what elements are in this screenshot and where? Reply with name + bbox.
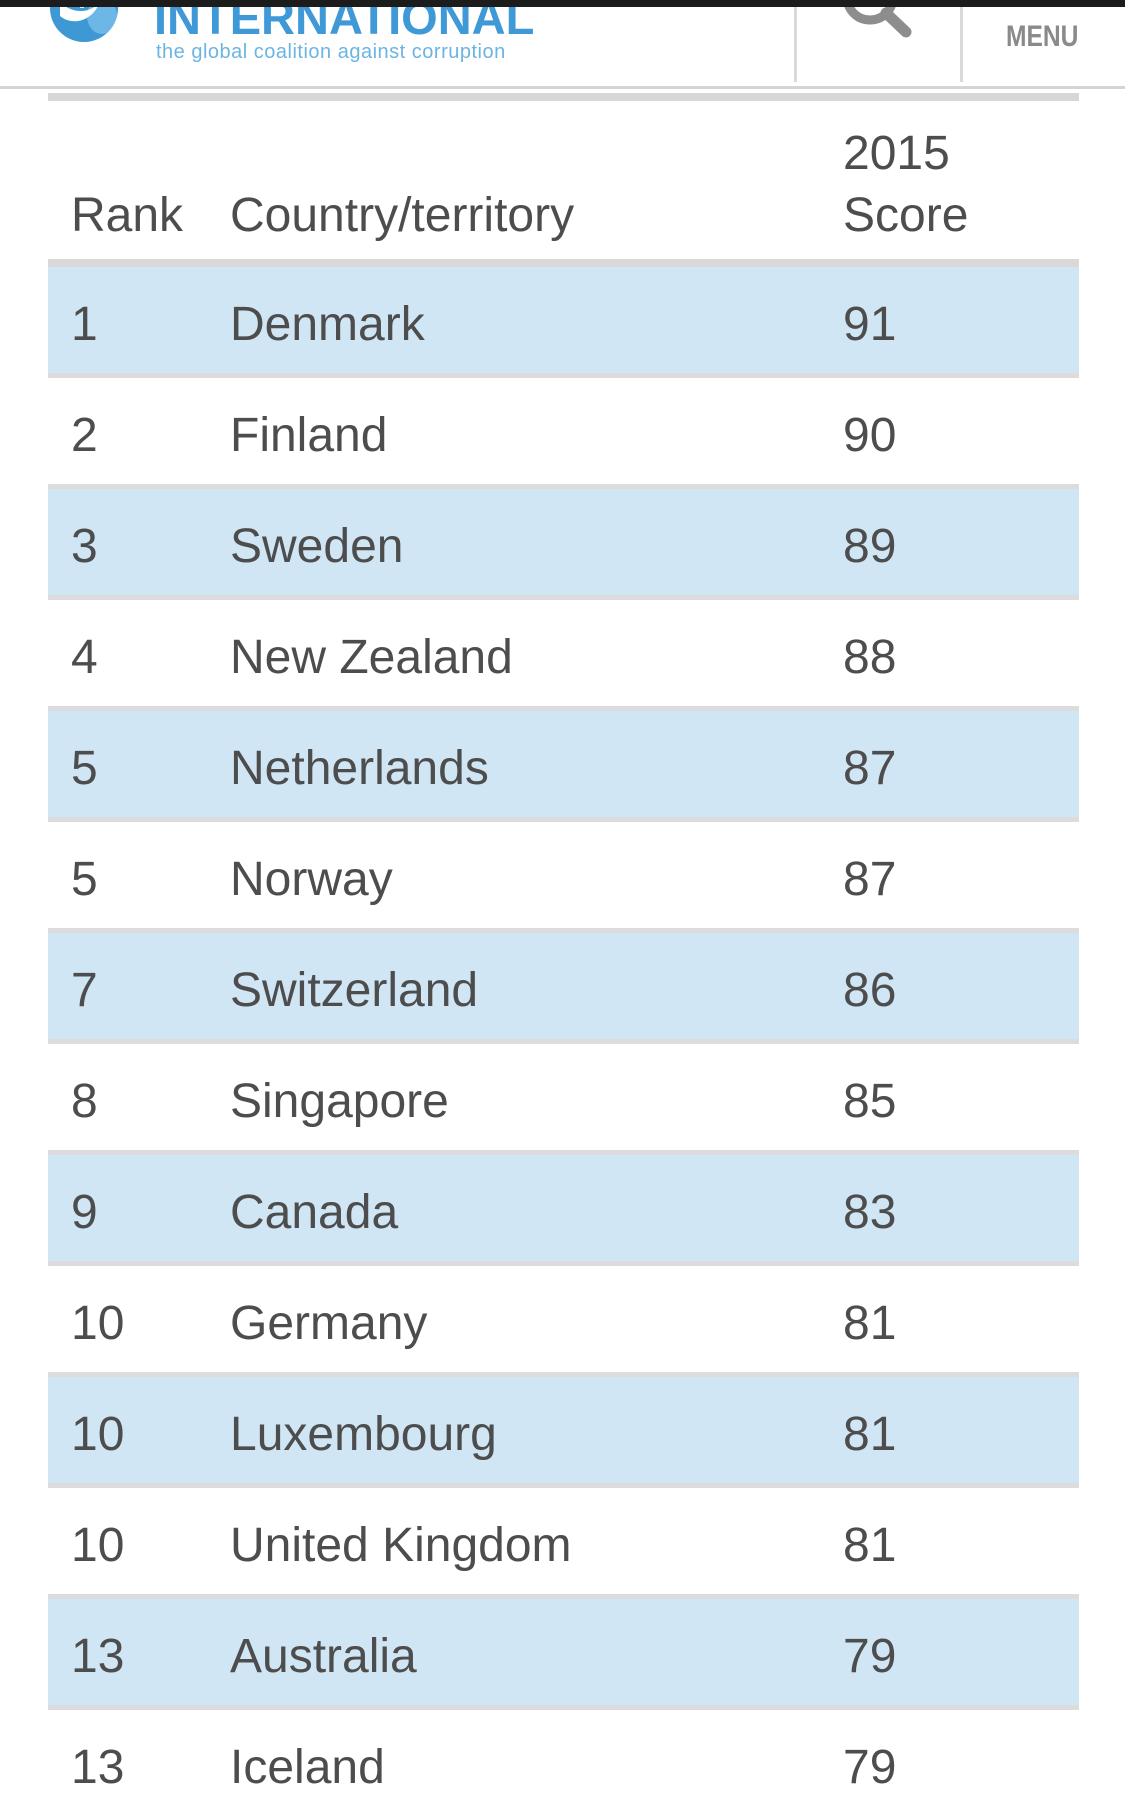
table-row: 5 Norway 87 (48, 822, 1079, 933)
rank-cell: 9 (48, 1155, 206, 1266)
score-cell: 81 (819, 1488, 1079, 1599)
rank-cell: 13 (48, 1710, 206, 1804)
table-row: 9 Canada 83 (48, 1155, 1079, 1266)
status-bar (0, 0, 1125, 7)
table-row: 2 Finland 90 (48, 378, 1079, 489)
rank-cell: 10 (48, 1266, 206, 1377)
menu-button[interactable]: MENU (1006, 20, 1079, 53)
rank-cell: 4 (48, 600, 206, 711)
search-icon (842, 0, 912, 38)
country-cell: New Zealand (206, 600, 819, 711)
country-cell: Canada (206, 1155, 819, 1266)
country-cell: Iceland (206, 1710, 819, 1804)
cpi-ranking-table: Rank Country/territory 2015 Score 1 Denm… (48, 93, 1079, 1804)
country-cell: Luxembourg (206, 1377, 819, 1488)
score-cell: 90 (819, 378, 1079, 489)
search-button[interactable] (820, 0, 930, 60)
score-cell: 83 (819, 1155, 1079, 1266)
rank-cell: 1 (48, 267, 206, 378)
country-cell: Singapore (206, 1044, 819, 1155)
column-header-rank: Rank (48, 101, 206, 267)
table-row: 3 Sweden 89 (48, 489, 1079, 600)
country-cell: Switzerland (206, 933, 819, 1044)
score-cell: 91 (819, 267, 1079, 378)
rank-cell: 5 (48, 822, 206, 933)
score-cell: 87 (819, 711, 1079, 822)
score-cell: 79 (819, 1599, 1079, 1710)
table-row: 13 Australia 79 (48, 1599, 1079, 1710)
score-cell: 88 (819, 600, 1079, 711)
brand-tagline: the global coalition against corruption (156, 41, 506, 63)
rank-cell: 13 (48, 1599, 206, 1710)
table-header-row: Rank Country/territory 2015 Score (48, 101, 1079, 267)
table-row: 8 Singapore 85 (48, 1044, 1079, 1155)
table-row: 1 Denmark 91 (48, 267, 1079, 378)
country-cell: Denmark (206, 267, 819, 378)
rank-cell: 3 (48, 489, 206, 600)
table-row: 13 Iceland 79 (48, 1710, 1079, 1804)
rank-cell: 7 (48, 933, 206, 1044)
column-header-score: 2015 Score (819, 101, 1079, 267)
table-row: 10 United Kingdom 81 (48, 1488, 1079, 1599)
rank-cell: 2 (48, 378, 206, 489)
country-cell: Finland (206, 378, 819, 489)
country-cell: Sweden (206, 489, 819, 600)
header-divider (794, 7, 797, 82)
country-cell: Germany (206, 1266, 819, 1377)
column-header-country: Country/territory (206, 101, 819, 267)
rank-cell: 5 (48, 711, 206, 822)
rank-cell: 10 (48, 1488, 206, 1599)
country-cell: United Kingdom (206, 1488, 819, 1599)
country-cell: Norway (206, 822, 819, 933)
table-row: 10 Luxembourg 81 (48, 1377, 1079, 1488)
table-row: 7 Switzerland 86 (48, 933, 1079, 1044)
score-cell: 81 (819, 1377, 1079, 1488)
score-cell: 89 (819, 489, 1079, 600)
score-cell: 85 (819, 1044, 1079, 1155)
country-cell: Netherlands (206, 711, 819, 822)
country-cell: Australia (206, 1599, 819, 1710)
rank-cell: 8 (48, 1044, 206, 1155)
table-row: 10 Germany 81 (48, 1266, 1079, 1377)
rank-cell: 10 (48, 1377, 206, 1488)
header-divider (960, 7, 963, 82)
score-cell: 87 (819, 822, 1079, 933)
score-cell: 86 (819, 933, 1079, 1044)
table-row: 4 New Zealand 88 (48, 600, 1079, 711)
table-row: 5 Netherlands 87 (48, 711, 1079, 822)
site-header: INTERNATIONAL the global coalition again… (0, 0, 1125, 89)
score-cell: 79 (819, 1710, 1079, 1804)
score-cell: 81 (819, 1266, 1079, 1377)
